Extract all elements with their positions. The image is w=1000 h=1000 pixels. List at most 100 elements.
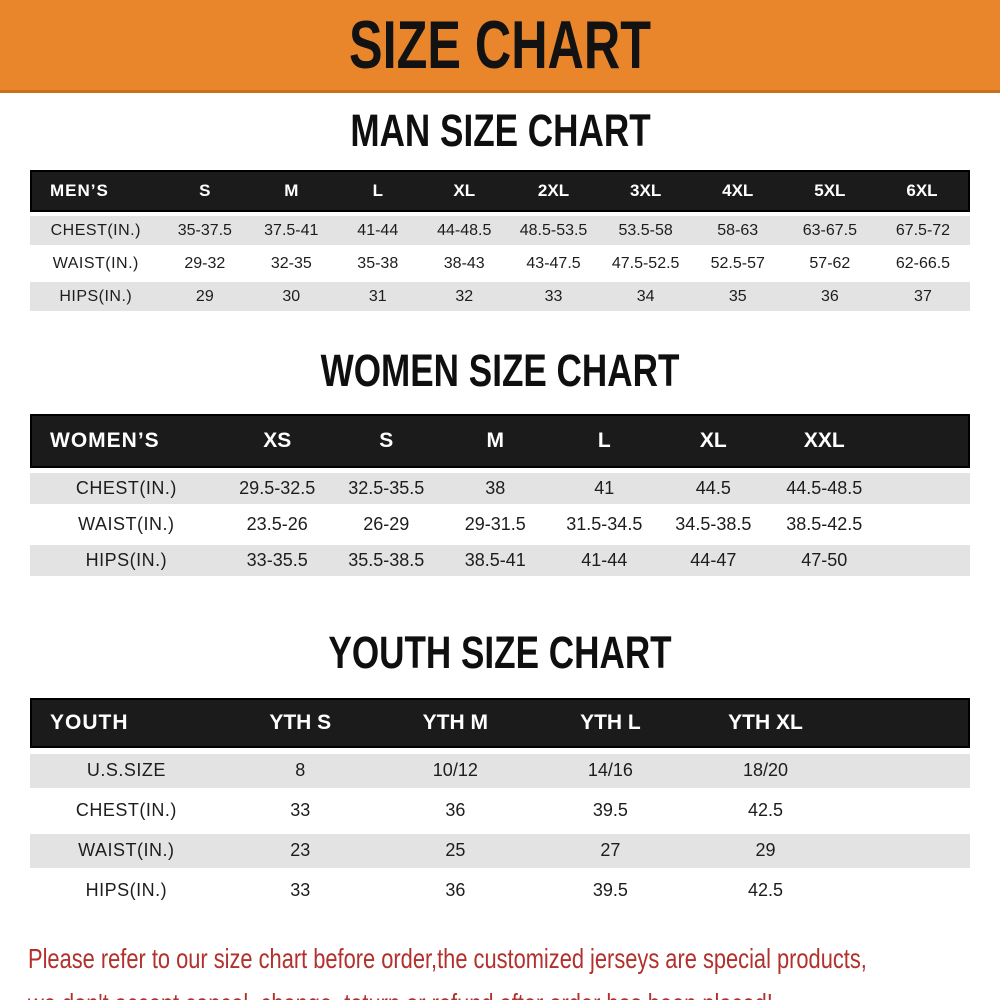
size-value-cell: 39.5 [532,873,688,908]
size-value-cell: 14/16 [532,753,688,788]
men-size-header: M [248,170,335,213]
men-chest-row: CHEST(IN.) 35-37.5 37.5-41 41-44 44-48.5… [30,216,970,246]
women-hips-row: HIPS(IN.) 33-35.5 35.5-38.5 38.5-41 41-4… [30,544,970,576]
spacer-cell [843,793,970,828]
women-size-header: XS [222,413,332,468]
size-value-cell: 58-63 [691,216,784,246]
size-value-cell: 34.5-38.5 [658,508,768,540]
size-value-cell: 33 [507,282,600,312]
size-value-cell: 38-43 [421,249,508,279]
size-value-cell: 30 [248,282,335,312]
size-value-cell: 52.5-57 [691,249,784,279]
men-size-header: 6XL [875,170,970,213]
size-value-cell: 29 [687,833,844,868]
size-value-cell: 47-50 [767,544,881,576]
youth-size-header: YTH XL [687,697,844,748]
women-size-header: L [549,413,659,468]
size-value-cell: 10/12 [377,753,533,788]
youth-size-header: YTH S [222,697,378,748]
size-value-cell: 29.5-32.5 [222,472,332,504]
size-value-cell: 32 [421,282,508,312]
size-value-cell: 23.5-26 [222,508,332,540]
size-value-cell: 33-35.5 [222,544,332,576]
size-value-cell: 32.5-35.5 [331,472,441,504]
row-label: HIPS(IN.) [30,873,223,908]
size-value-cell: 63-67.5 [783,216,876,246]
size-value-cell: 37.5-41 [248,216,335,246]
men-size-header: S [161,170,249,213]
size-value-cell: 35.5-38.5 [331,544,441,576]
row-label: WAIST(IN.) [30,249,162,279]
youth-size-table: YOUTH YTH S YTH M YTH L YTH XL U.S.SIZE … [30,692,970,914]
size-value-cell: 37 [875,282,970,312]
disclaimer-line-2: we don't accept cancel, change, teturn o… [28,981,786,1000]
row-label: CHEST(IN.) [30,793,223,828]
men-size-header: 4XL [691,170,784,213]
size-chart-banner: SIZE CHART [0,0,1000,93]
youth-size-header: YTH L [532,697,688,748]
women-size-header: M [440,413,550,468]
row-label: U.S.SIZE [30,753,223,788]
size-value-cell: 42.5 [687,793,844,828]
youth-hips-row: HIPS(IN.) 33 36 39.5 42.5 [30,873,970,908]
size-value-cell: 44-47 [658,544,768,576]
spacer-cell [880,508,970,540]
size-value-cell: 39.5 [532,793,688,828]
size-value-cell: 31.5-34.5 [549,508,659,540]
youth-group-label: YOUTH [30,697,223,748]
size-value-cell: 44-48.5 [421,216,508,246]
women-section-title-text: WOMEN SIZE CHART [320,345,680,397]
men-size-table: MEN’S S M L XL 2XL 3XL 4XL 5XL 6XL CHEST… [30,166,970,315]
women-size-header: XXL [767,413,881,468]
row-label: HIPS(IN.) [30,544,223,576]
size-value-cell: 33 [222,793,378,828]
women-size-header: S [331,413,441,468]
size-value-cell: 41 [549,472,659,504]
men-size-header: 2XL [507,170,600,213]
size-value-cell: 43-47.5 [507,249,600,279]
youth-section-title-text: YOUTH SIZE CHART [328,626,672,678]
size-value-cell: 35-38 [334,249,421,279]
women-waist-row: WAIST(IN.) 23.5-26 26-29 29-31.5 31.5-34… [30,508,970,540]
row-label: WAIST(IN.) [30,833,223,868]
women-group-label: WOMEN’S [30,413,223,468]
size-value-cell: 41-44 [334,216,421,246]
size-value-cell: 67.5-72 [875,216,970,246]
spacer-cell [880,472,970,504]
youth-waist-row: WAIST(IN.) 23 25 27 29 [30,833,970,868]
men-waist-row: WAIST(IN.) 29-32 32-35 35-38 38-43 43-47… [30,249,970,279]
row-label: CHEST(IN.) [30,216,162,246]
size-value-cell: 18/20 [687,753,844,788]
spacer-cell [843,753,970,788]
row-label: WAIST(IN.) [30,508,223,540]
disclaimer-text: Please refer to our size chart before or… [28,936,1000,1000]
size-value-cell: 44.5 [658,472,768,504]
size-value-cell: 29-31.5 [440,508,550,540]
size-value-cell: 27 [532,833,688,868]
size-value-cell: 23 [222,833,378,868]
men-size-header: L [334,170,421,213]
youth-header-row: YOUTH YTH S YTH M YTH L YTH XL [30,697,970,748]
women-header-row: WOMEN’S XS S M L XL XXL [30,413,970,468]
size-value-cell: 62-66.5 [875,249,970,279]
size-value-cell: 31 [334,282,421,312]
men-size-header: 5XL [783,170,876,213]
size-value-cell: 32-35 [248,249,335,279]
man-section-title: MAN SIZE CHART [0,107,1000,155]
disclaimer-line-1: Please refer to our size chart before or… [28,942,867,974]
size-value-cell: 29-32 [161,249,249,279]
size-value-cell: 38.5-41 [440,544,550,576]
youth-section-title: YOUTH SIZE CHART [0,626,1000,678]
size-value-cell: 26-29 [331,508,441,540]
size-value-cell: 35 [691,282,784,312]
men-group-label: MEN’S [30,170,162,213]
youth-ussize-row: U.S.SIZE 8 10/12 14/16 18/20 [30,753,970,788]
women-size-header: XL [658,413,768,468]
spacer-cell [880,544,970,576]
men-size-header: 3XL [599,170,692,213]
size-value-cell: 25 [377,833,533,868]
size-value-cell: 34 [599,282,692,312]
youth-chest-row: CHEST(IN.) 33 36 39.5 42.5 [30,793,970,828]
size-value-cell: 53.5-58 [599,216,692,246]
row-label: CHEST(IN.) [30,472,223,504]
